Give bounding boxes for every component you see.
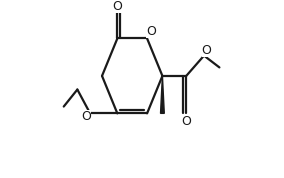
Text: O: O	[81, 110, 91, 123]
Text: O: O	[147, 25, 156, 38]
Polygon shape	[160, 76, 164, 113]
Text: O: O	[181, 115, 191, 128]
Text: O: O	[112, 0, 122, 13]
Text: O: O	[202, 44, 212, 57]
